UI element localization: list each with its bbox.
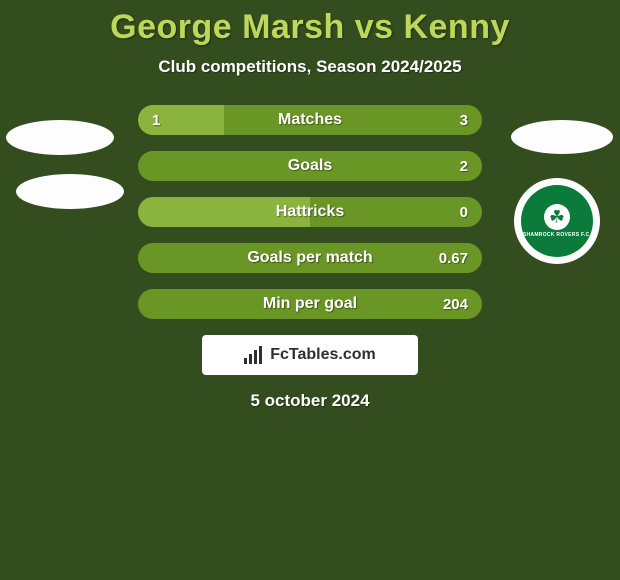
stat-bar-right: [224, 105, 482, 135]
stat-bar-left: [138, 197, 310, 227]
page-root: George Marsh vs Kenny Club competitions,…: [0, 0, 620, 580]
stat-row: Min per goal204: [138, 289, 482, 319]
stat-bar-track: [138, 105, 482, 135]
stat-bar-left: [138, 105, 224, 135]
stat-bar-right: [138, 151, 482, 181]
stat-bar-right: [138, 243, 482, 273]
page-subtitle: Club competitions, Season 2024/2025: [0, 57, 620, 77]
stat-bar-track: [138, 289, 482, 319]
date-line: 5 october 2024: [0, 391, 620, 411]
stat-bar-track: [138, 197, 482, 227]
stats-area: Matches13 Goals2 Hattricks0 Goals per match…: [0, 105, 620, 319]
stat-bar-track: [138, 151, 482, 181]
brand-box: FcTables.com: [202, 335, 418, 375]
stat-row: Matches13: [138, 105, 482, 135]
brand-chart-icon: [244, 346, 262, 364]
stat-bar-track: [138, 243, 482, 273]
stat-row: Goals2: [138, 151, 482, 181]
brand-name: FcTables.com: [270, 346, 376, 364]
stat-bar-right: [310, 197, 482, 227]
stat-row: Goals per match0.67: [138, 243, 482, 273]
stat-bar-right: [138, 289, 482, 319]
page-title: George Marsh vs Kenny: [0, 0, 620, 47]
stat-row: Hattricks0: [138, 197, 482, 227]
